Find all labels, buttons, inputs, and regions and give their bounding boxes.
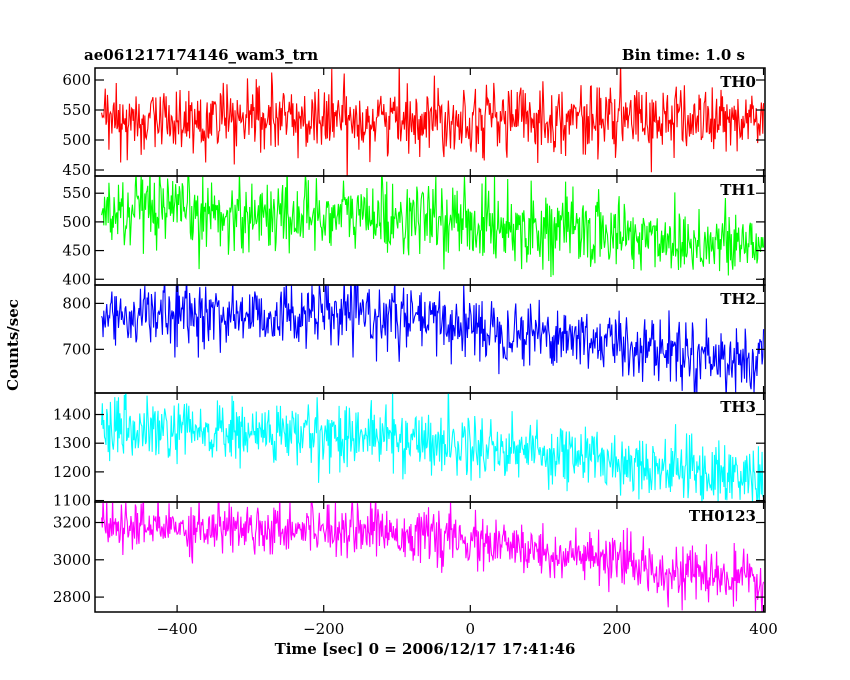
y-tick-label: 550 xyxy=(62,101,91,119)
panel-th0123: 2800 3000 3200 TH0123 xyxy=(53,501,766,613)
y-tick-label: 700 xyxy=(62,340,91,358)
panel-label-th3: TH3 xyxy=(720,398,756,416)
panels-group: 450 500 550 600 TH0 400 450 500 550 TH1 700 800 TH2 1… xyxy=(53,67,766,613)
x-tick-label: 0 xyxy=(466,620,476,638)
panel-label-th1: TH1 xyxy=(720,181,756,199)
panel-frame xyxy=(94,501,766,613)
panel-label-th0123: TH0123 xyxy=(689,507,756,525)
y-tick-label: 500 xyxy=(62,213,91,231)
y-tick-label: 3000 xyxy=(53,551,91,569)
y-tick-label: 2800 xyxy=(53,588,91,606)
y-tick-label: 1100 xyxy=(53,492,91,510)
x-tick-label: 200 xyxy=(603,620,632,638)
x-tick-label: −200 xyxy=(303,620,344,638)
y-tick-label: 600 xyxy=(62,71,91,89)
y-tick-label: 450 xyxy=(62,161,91,179)
panel-label-th0: TH0 xyxy=(720,73,756,91)
series-line-th0 xyxy=(101,68,765,176)
y-axis-label: Counts/sec xyxy=(4,299,22,391)
y-tick-label: 500 xyxy=(62,131,91,149)
bin-time-label: Bin time: 1.0 s xyxy=(622,46,745,64)
x-axis: −400 −200 0 200 400 xyxy=(156,620,777,638)
panel-th1: 400 450 500 550 TH1 xyxy=(62,175,766,288)
source-name: ae061217174146_wam3_trn xyxy=(84,46,318,64)
y-tick-label: 1300 xyxy=(53,434,91,452)
series-line-th0123 xyxy=(101,502,765,612)
panel-label-th2: TH2 xyxy=(720,290,756,308)
x-axis-label: Time [sec] 0 = 2006/12/17 17:41:46 xyxy=(275,640,576,658)
panel-th0: 450 500 550 600 TH0 xyxy=(62,67,766,179)
y-tick-label: 1400 xyxy=(53,406,91,424)
x-tick-label: −400 xyxy=(156,620,197,638)
series-line-th2 xyxy=(101,285,765,393)
series-line-th3 xyxy=(101,393,765,502)
y-tick-label: 800 xyxy=(62,294,91,312)
y-tick-label: 450 xyxy=(62,242,91,260)
series-line-th1 xyxy=(101,176,765,277)
panel-th2: 700 800 TH2 xyxy=(62,284,766,394)
y-tick-label: 400 xyxy=(62,270,91,288)
y-tick-label: 1200 xyxy=(53,463,91,481)
x-tick-label: 400 xyxy=(749,620,778,638)
y-tick-label: 3200 xyxy=(53,514,91,532)
y-tick-label: 550 xyxy=(62,184,91,202)
panel-th3: 1100 1200 1300 1400 TH3 xyxy=(53,392,766,510)
